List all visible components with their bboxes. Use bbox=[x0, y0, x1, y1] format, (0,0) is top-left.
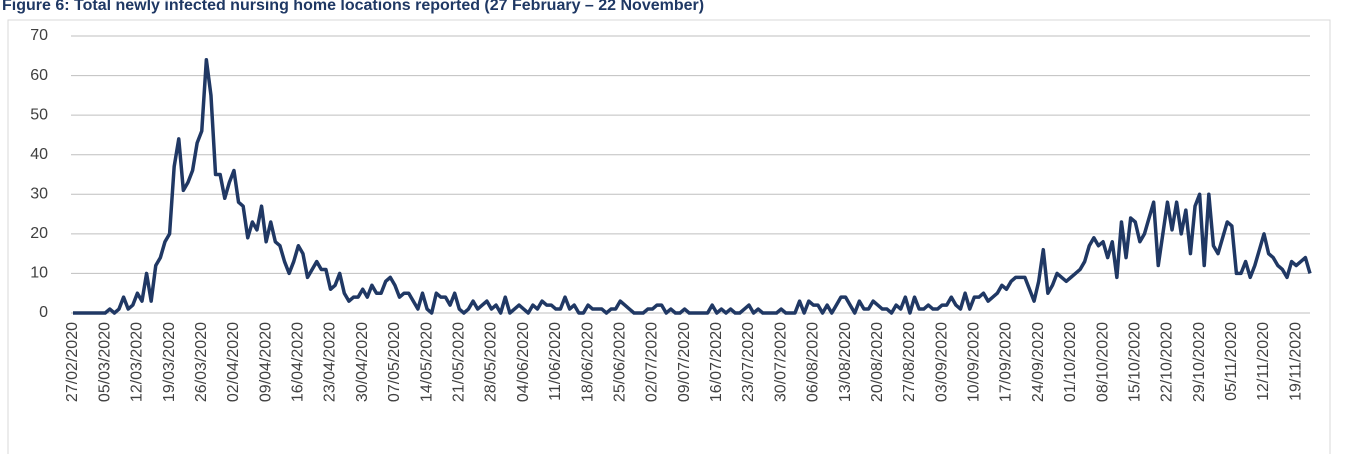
x-tick-label: 26/03/2020 bbox=[193, 322, 210, 402]
x-tick-label: 23/04/2020 bbox=[322, 322, 339, 402]
x-tick-label: 10/09/2020 bbox=[966, 322, 983, 402]
x-tick-label: 06/08/2020 bbox=[805, 322, 822, 402]
x-tick-label: 30/07/2020 bbox=[772, 322, 789, 402]
x-tick-label: 17/09/2020 bbox=[998, 322, 1015, 402]
x-tick-label: 22/10/2020 bbox=[1159, 322, 1176, 402]
x-tick-label: 12/03/2020 bbox=[129, 322, 146, 402]
x-tick-label: 14/05/2020 bbox=[418, 322, 435, 402]
x-tick-label: 18/06/2020 bbox=[579, 322, 596, 402]
x-tick-label: 21/05/2020 bbox=[450, 322, 467, 402]
x-tick-label: 05/11/2020 bbox=[1223, 322, 1240, 401]
x-tick-label: 11/06/2020 bbox=[547, 322, 564, 401]
y-tick-label: 50 bbox=[30, 106, 48, 123]
x-tick-label: 23/07/2020 bbox=[740, 322, 757, 402]
x-tick-label: 04/06/2020 bbox=[515, 322, 532, 402]
x-tick-label: 01/10/2020 bbox=[1062, 322, 1079, 402]
x-tick-label: 19/03/2020 bbox=[161, 322, 178, 402]
y-tick-label: 60 bbox=[30, 67, 48, 84]
x-tick-label: 27/08/2020 bbox=[901, 322, 918, 402]
x-tick-label: 28/05/2020 bbox=[483, 322, 500, 402]
y-tick-label: 0 bbox=[39, 304, 48, 321]
x-tick-label: 27/02/2020 bbox=[64, 322, 81, 402]
x-tick-label: 12/11/2020 bbox=[1255, 322, 1272, 401]
x-tick-label: 16/07/2020 bbox=[708, 322, 725, 402]
chart-frame bbox=[7, 19, 1331, 454]
x-tick-label: 15/10/2020 bbox=[1126, 322, 1143, 402]
x-tick-label: 08/10/2020 bbox=[1094, 322, 1111, 402]
x-tick-label: 02/07/2020 bbox=[644, 322, 661, 402]
x-tick-label: 05/03/2020 bbox=[96, 322, 113, 402]
chart-title: Figure 6: Total newly infected nursing h… bbox=[2, 0, 704, 14]
y-tick-label: 10 bbox=[30, 265, 48, 282]
x-tick-label: 30/04/2020 bbox=[354, 322, 371, 402]
x-tick-label: 09/07/2020 bbox=[676, 322, 693, 402]
x-tick-label: 03/09/2020 bbox=[933, 322, 950, 402]
x-tick-label: 09/04/2020 bbox=[257, 322, 274, 402]
x-tick-label: 16/04/2020 bbox=[290, 322, 307, 402]
x-tick-label: 02/04/2020 bbox=[225, 322, 242, 402]
x-tick-label: 20/08/2020 bbox=[869, 322, 886, 402]
data-line bbox=[73, 57, 1312, 315]
y-tick-label: 40 bbox=[30, 146, 48, 163]
x-tick-label: 24/09/2020 bbox=[1030, 322, 1047, 402]
x-tick-label: 29/10/2020 bbox=[1191, 322, 1208, 402]
x-tick-label: 25/06/2020 bbox=[611, 322, 628, 402]
y-tick-label: 20 bbox=[30, 225, 48, 242]
y-tick-label: 70 bbox=[30, 27, 48, 44]
x-tick-label: 13/08/2020 bbox=[837, 322, 854, 402]
x-tick-label: 19/11/2020 bbox=[1287, 322, 1304, 401]
x-tick-label: 07/05/2020 bbox=[386, 322, 403, 402]
y-tick-label: 30 bbox=[30, 186, 48, 203]
